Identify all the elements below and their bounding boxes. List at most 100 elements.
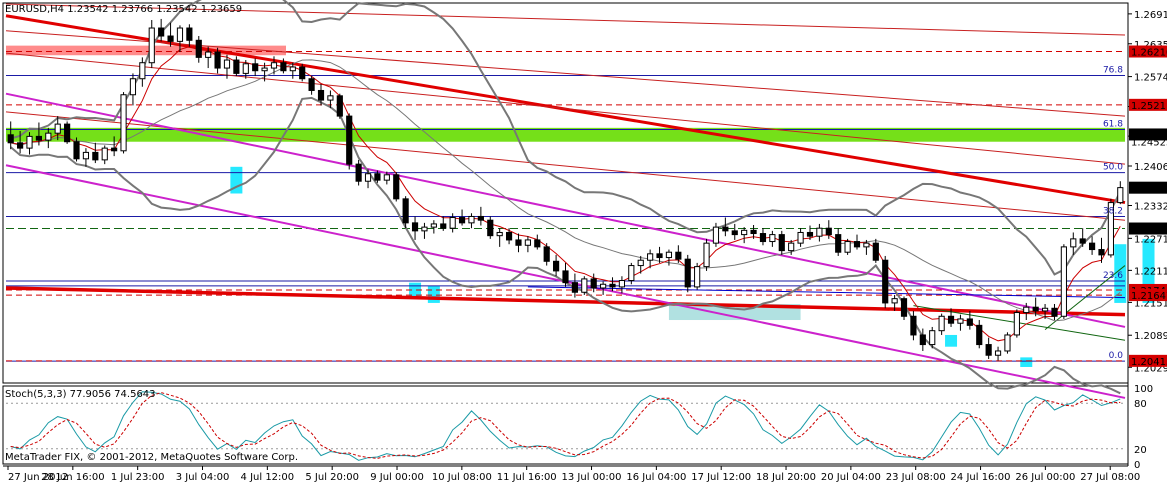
fib-label: 76.8 bbox=[1103, 66, 1123, 76]
trend-line bbox=[5, 286, 1126, 317]
candle-body bbox=[223, 59, 231, 69]
stoch-tick-label: 80 bbox=[1134, 399, 1147, 410]
candle-body bbox=[468, 215, 475, 224]
time-tick-label: 18 Jul 20:00 bbox=[756, 472, 816, 483]
candle-body bbox=[759, 233, 767, 243]
candle-body bbox=[1013, 312, 1020, 336]
candle-body bbox=[694, 266, 701, 288]
cyan-zone bbox=[945, 334, 958, 347]
time-tick-label: 24 Jul 16:00 bbox=[951, 472, 1011, 483]
time-tick-label: 11 Jul 16:00 bbox=[497, 472, 557, 483]
candle-body bbox=[609, 283, 616, 288]
time-tick-label: 1 Jul 23:00 bbox=[111, 472, 165, 483]
candle-body bbox=[947, 315, 955, 324]
price-tick-label: 1.26915 bbox=[1134, 10, 1167, 21]
time-tick-label: 26 Jul 00:00 bbox=[1015, 472, 1075, 483]
candle-body bbox=[270, 62, 278, 69]
trend-line bbox=[5, 52, 1126, 165]
candle-body bbox=[308, 78, 315, 91]
price-tick-label: 1.20895 bbox=[1134, 331, 1167, 342]
candle-body bbox=[1070, 238, 1077, 248]
candle-body bbox=[731, 230, 738, 236]
candle-body bbox=[73, 141, 80, 160]
candle-body bbox=[524, 239, 531, 246]
time-tick-label: 28 Jun 16:00 bbox=[41, 472, 105, 483]
candle-body bbox=[383, 174, 390, 181]
candle-body bbox=[957, 318, 964, 324]
candle-body bbox=[628, 265, 635, 282]
candle-body bbox=[788, 242, 795, 252]
level-tag-bg bbox=[1129, 181, 1167, 194]
candle-body bbox=[111, 147, 118, 152]
cyan-zone bbox=[230, 166, 243, 194]
price-tick-label: 1.22710 bbox=[1134, 234, 1167, 245]
candle-body bbox=[1098, 249, 1105, 256]
trend-line bbox=[527, 286, 1126, 299]
candle-body bbox=[590, 278, 597, 289]
candle-body bbox=[1107, 202, 1114, 256]
price-tick-label: 1.24065 bbox=[1134, 162, 1167, 173]
stoch-signal-line bbox=[10, 392, 1121, 459]
candle-body bbox=[17, 142, 24, 149]
candle-body bbox=[261, 67, 268, 72]
price-tick-label: 1.22110 bbox=[1134, 266, 1167, 277]
candle-body bbox=[205, 51, 212, 58]
candle-body bbox=[54, 123, 61, 134]
trend-line bbox=[5, 92, 1126, 328]
candle-body bbox=[985, 344, 992, 356]
candle-body bbox=[712, 226, 720, 244]
candle-body bbox=[1051, 307, 1058, 317]
candle-body bbox=[129, 78, 137, 96]
fib-label: 0.0 bbox=[1109, 351, 1124, 361]
candle-body bbox=[233, 59, 240, 74]
level-tag-label: 1.23659 bbox=[1131, 184, 1167, 195]
time-tick-label: 16 Jul 04:00 bbox=[626, 472, 686, 483]
level-tag-label: 1.21647 bbox=[1131, 291, 1167, 302]
candle-body bbox=[101, 147, 108, 161]
candle-body bbox=[543, 246, 550, 262]
candle-body bbox=[835, 234, 842, 253]
candle-body bbox=[505, 231, 513, 241]
fib-label: 38.2 bbox=[1103, 206, 1123, 216]
moving-average bbox=[10, 46, 1121, 342]
candle-body bbox=[393, 174, 400, 200]
time-tick-label: 20 Jul 04:00 bbox=[821, 472, 881, 483]
candle-body bbox=[966, 318, 973, 326]
time-tick-label: 23 Jul 08:00 bbox=[886, 472, 946, 483]
bollinger-middle bbox=[10, 59, 1121, 322]
level-tag-label: 1.22894 bbox=[1131, 225, 1167, 236]
candle-body bbox=[167, 35, 174, 42]
time-tick-label: 3 Jul 04:00 bbox=[176, 472, 230, 483]
fib-label: 50.0 bbox=[1103, 163, 1123, 173]
resistance-zone-red bbox=[6, 45, 286, 56]
trend-line bbox=[5, 111, 1126, 221]
candle-body bbox=[919, 334, 926, 346]
candle-body bbox=[158, 27, 165, 37]
stoch-label: Stoch(5,3,3) 77.9056 74.5643 bbox=[5, 389, 156, 400]
candle-body bbox=[1041, 307, 1049, 312]
candle-body bbox=[242, 63, 249, 74]
candle-body bbox=[327, 95, 334, 101]
candle-body bbox=[534, 239, 541, 248]
consolidation-box bbox=[668, 303, 801, 321]
copyright-text: MetaTrader FIX, © 2001-2012, MetaQuotes … bbox=[5, 452, 299, 463]
candle-body bbox=[139, 62, 146, 80]
candle-body bbox=[45, 132, 52, 141]
candle-body bbox=[900, 298, 908, 317]
candle-body bbox=[797, 231, 804, 244]
candle-body bbox=[872, 242, 879, 261]
stoch-tick-label: 100 bbox=[1134, 384, 1153, 395]
candle-body bbox=[703, 242, 710, 268]
level-tag-bg bbox=[1129, 128, 1167, 141]
candle-body bbox=[1060, 246, 1067, 317]
candle-body bbox=[515, 239, 522, 246]
time-tick-label: 27 Jun 2012 bbox=[8, 472, 68, 483]
candle-body bbox=[600, 283, 607, 289]
level-tag-label: 1.24656 bbox=[1131, 130, 1167, 141]
candle-body bbox=[571, 282, 578, 293]
candle-body bbox=[816, 227, 823, 237]
candle-body bbox=[336, 95, 343, 117]
price-tick-label: 1.23325 bbox=[1134, 202, 1167, 213]
level-tag-bg bbox=[1129, 45, 1167, 58]
